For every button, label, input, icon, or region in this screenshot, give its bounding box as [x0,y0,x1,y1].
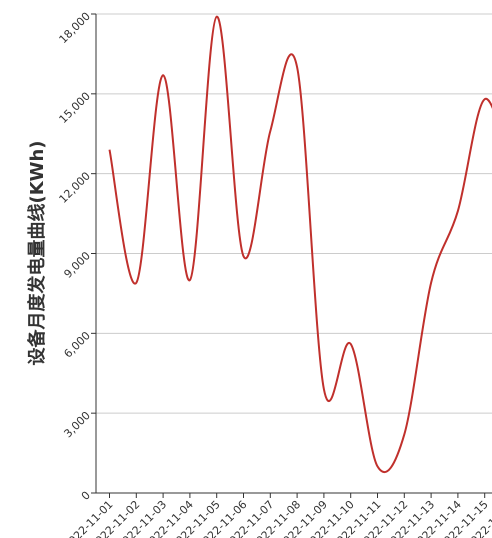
y-tick-label: 12,000 [57,169,93,205]
y-tick-label: 6,000 [61,329,92,360]
y-tick-label: 3,000 [61,409,92,440]
data-line [108,15,492,473]
y-axis-title: 设备月度发电量曲线(KWh) [26,140,48,365]
y-tick-label: 0 [79,489,93,503]
y-tick-label: 9,000 [61,249,92,280]
y-tick-label: 15,000 [57,90,93,126]
y-tick-label: 18,000 [57,10,93,46]
